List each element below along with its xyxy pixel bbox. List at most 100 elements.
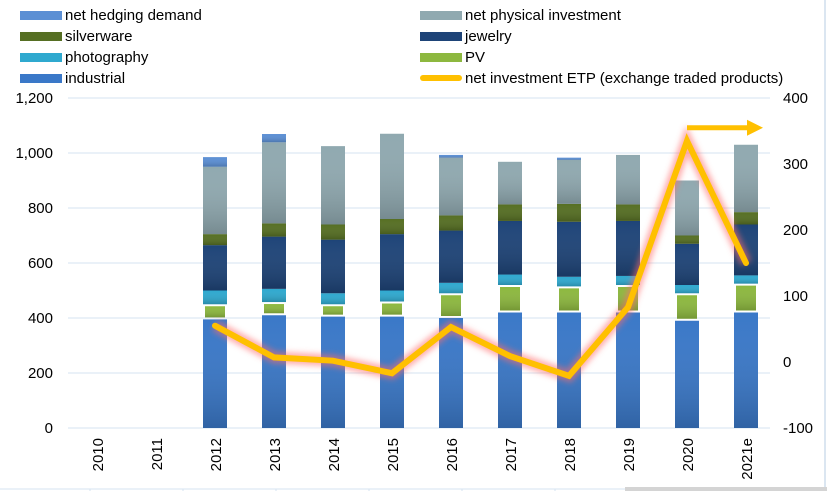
bar-stack xyxy=(498,161,522,428)
x-tick-label: 2021e xyxy=(739,438,756,480)
bar-stack xyxy=(616,154,640,428)
bar-segment-shade xyxy=(321,316,345,428)
horizontal-scrollbar[interactable] xyxy=(625,487,827,491)
y-left-tick-label: 1,000 xyxy=(15,145,53,162)
bar-segment-shade xyxy=(498,312,522,428)
legend-swatch xyxy=(20,52,62,62)
legend-swatch xyxy=(20,10,62,20)
y-right-tick-label: 400 xyxy=(783,90,808,107)
legend-item-net-hedging-demand: net hedging demand xyxy=(20,5,202,25)
bar-segment-shade xyxy=(203,166,227,235)
bar-segment-shade xyxy=(675,235,699,244)
y-right-tick-label: -100 xyxy=(783,420,813,437)
x-tick-label: 2018 xyxy=(562,438,579,471)
legend-label: industrial xyxy=(65,69,126,87)
bar-segment-shade xyxy=(616,154,640,205)
y-left-tick-label: 800 xyxy=(28,200,53,217)
x-tick-label: 2014 xyxy=(326,438,343,471)
etp-line xyxy=(212,133,749,380)
y-right-tick-label: 200 xyxy=(783,222,808,239)
bar-segment-shade xyxy=(262,288,286,303)
bar-segment-shade xyxy=(380,219,404,235)
bar-segment-shade xyxy=(557,159,581,204)
legend-item-pv: PV xyxy=(420,47,485,67)
legend-label: photography xyxy=(65,48,149,66)
bar-segment-shade xyxy=(439,282,463,294)
bar-segment-shade xyxy=(498,161,522,205)
x-tick-label: 2020 xyxy=(680,438,697,471)
bar-segment-shade xyxy=(262,236,286,289)
legend-swatch xyxy=(20,73,62,83)
legend-label: net physical investment xyxy=(465,6,621,24)
bar-segment-shade xyxy=(439,215,463,231)
bar-segment-shade xyxy=(616,275,640,285)
x-tick-label: 2017 xyxy=(503,438,520,471)
x-tick-label: 2016 xyxy=(444,438,461,471)
x-tick-label: 2013 xyxy=(267,438,284,471)
y-left-tick-label: 1,200 xyxy=(15,90,53,107)
x-tick-label: 2012 xyxy=(208,438,225,471)
x-tick-label: 2011 xyxy=(149,438,166,470)
legend-item-jewelry: jewelry xyxy=(420,26,512,46)
bar-segment-shade xyxy=(557,157,581,160)
bar-stack xyxy=(675,180,699,428)
legend-item-net-physical-investment: net physical investment xyxy=(420,5,621,25)
legend-item-net-investment-etp: net investment ETP (exchange traded prod… xyxy=(420,68,783,88)
y-left-tick-label: 0 xyxy=(45,420,53,437)
legend-label: silverware xyxy=(65,27,133,45)
bar-segment-shade xyxy=(382,303,402,315)
bar-segment-shade xyxy=(500,287,520,311)
y-left-tick-label: 400 xyxy=(28,310,53,327)
bar-segment-shade xyxy=(734,212,758,225)
legend-label: PV xyxy=(465,48,486,66)
bar-stack xyxy=(203,157,227,428)
y-right-tick-label: 100 xyxy=(783,288,808,305)
bar-segment-shade xyxy=(675,180,699,236)
bar-segment-shade xyxy=(557,276,581,287)
bar-segment-shade xyxy=(616,312,640,428)
bar-segment-shade xyxy=(380,290,404,302)
legend-swatch xyxy=(420,10,462,20)
bar-segment-shade xyxy=(736,285,756,311)
bar-segment-shade xyxy=(439,230,463,283)
bar-segment-shade xyxy=(380,234,404,291)
y-left-tick-label: 600 xyxy=(28,255,53,272)
bar-segment-shade xyxy=(203,290,227,305)
x-tick-label: 2010 xyxy=(90,438,107,471)
y-left-tick-label: 200 xyxy=(28,365,53,382)
bar-segment-shade xyxy=(498,220,522,275)
legend-item-silverware: silverware xyxy=(20,26,133,46)
bar-segment-shade xyxy=(441,295,461,316)
bar-stack xyxy=(262,134,286,428)
y-right-tick-label: 300 xyxy=(783,156,808,173)
gridlines xyxy=(68,97,770,429)
bar-segment-shade xyxy=(321,293,345,305)
bar-segment-shade xyxy=(262,223,286,237)
bar-stack xyxy=(734,144,758,428)
bar-segment-shade xyxy=(262,315,286,428)
bar-stack xyxy=(557,157,581,428)
bar-segment-shade xyxy=(323,306,343,315)
bar-segment-shade xyxy=(262,142,286,224)
legend-label: net hedging demand xyxy=(65,6,202,24)
x-tick-label: 2019 xyxy=(621,438,638,471)
bar-segment-shade xyxy=(675,243,699,285)
bar-segment-shade xyxy=(203,319,227,428)
bar-segment-shade xyxy=(677,295,697,319)
legend-item-photography: photography xyxy=(20,47,148,67)
bar-segment-shade xyxy=(203,234,227,246)
bar-segment-shade xyxy=(439,154,463,158)
bar-stack xyxy=(439,154,463,428)
bar-segment-shade xyxy=(439,157,463,216)
bar-stack xyxy=(380,133,404,428)
bar-segment-shade xyxy=(557,203,581,222)
arrow-right-icon xyxy=(747,119,763,136)
bar-segment-shade xyxy=(675,320,699,428)
bar-segment-shade xyxy=(734,275,758,284)
bar-segment-shade xyxy=(557,221,581,277)
bar-segment-shade xyxy=(205,306,225,318)
bar-segment-shade xyxy=(380,133,404,219)
y-right-tick-label: 0 xyxy=(783,354,791,371)
bar-segment-shade xyxy=(321,239,345,294)
